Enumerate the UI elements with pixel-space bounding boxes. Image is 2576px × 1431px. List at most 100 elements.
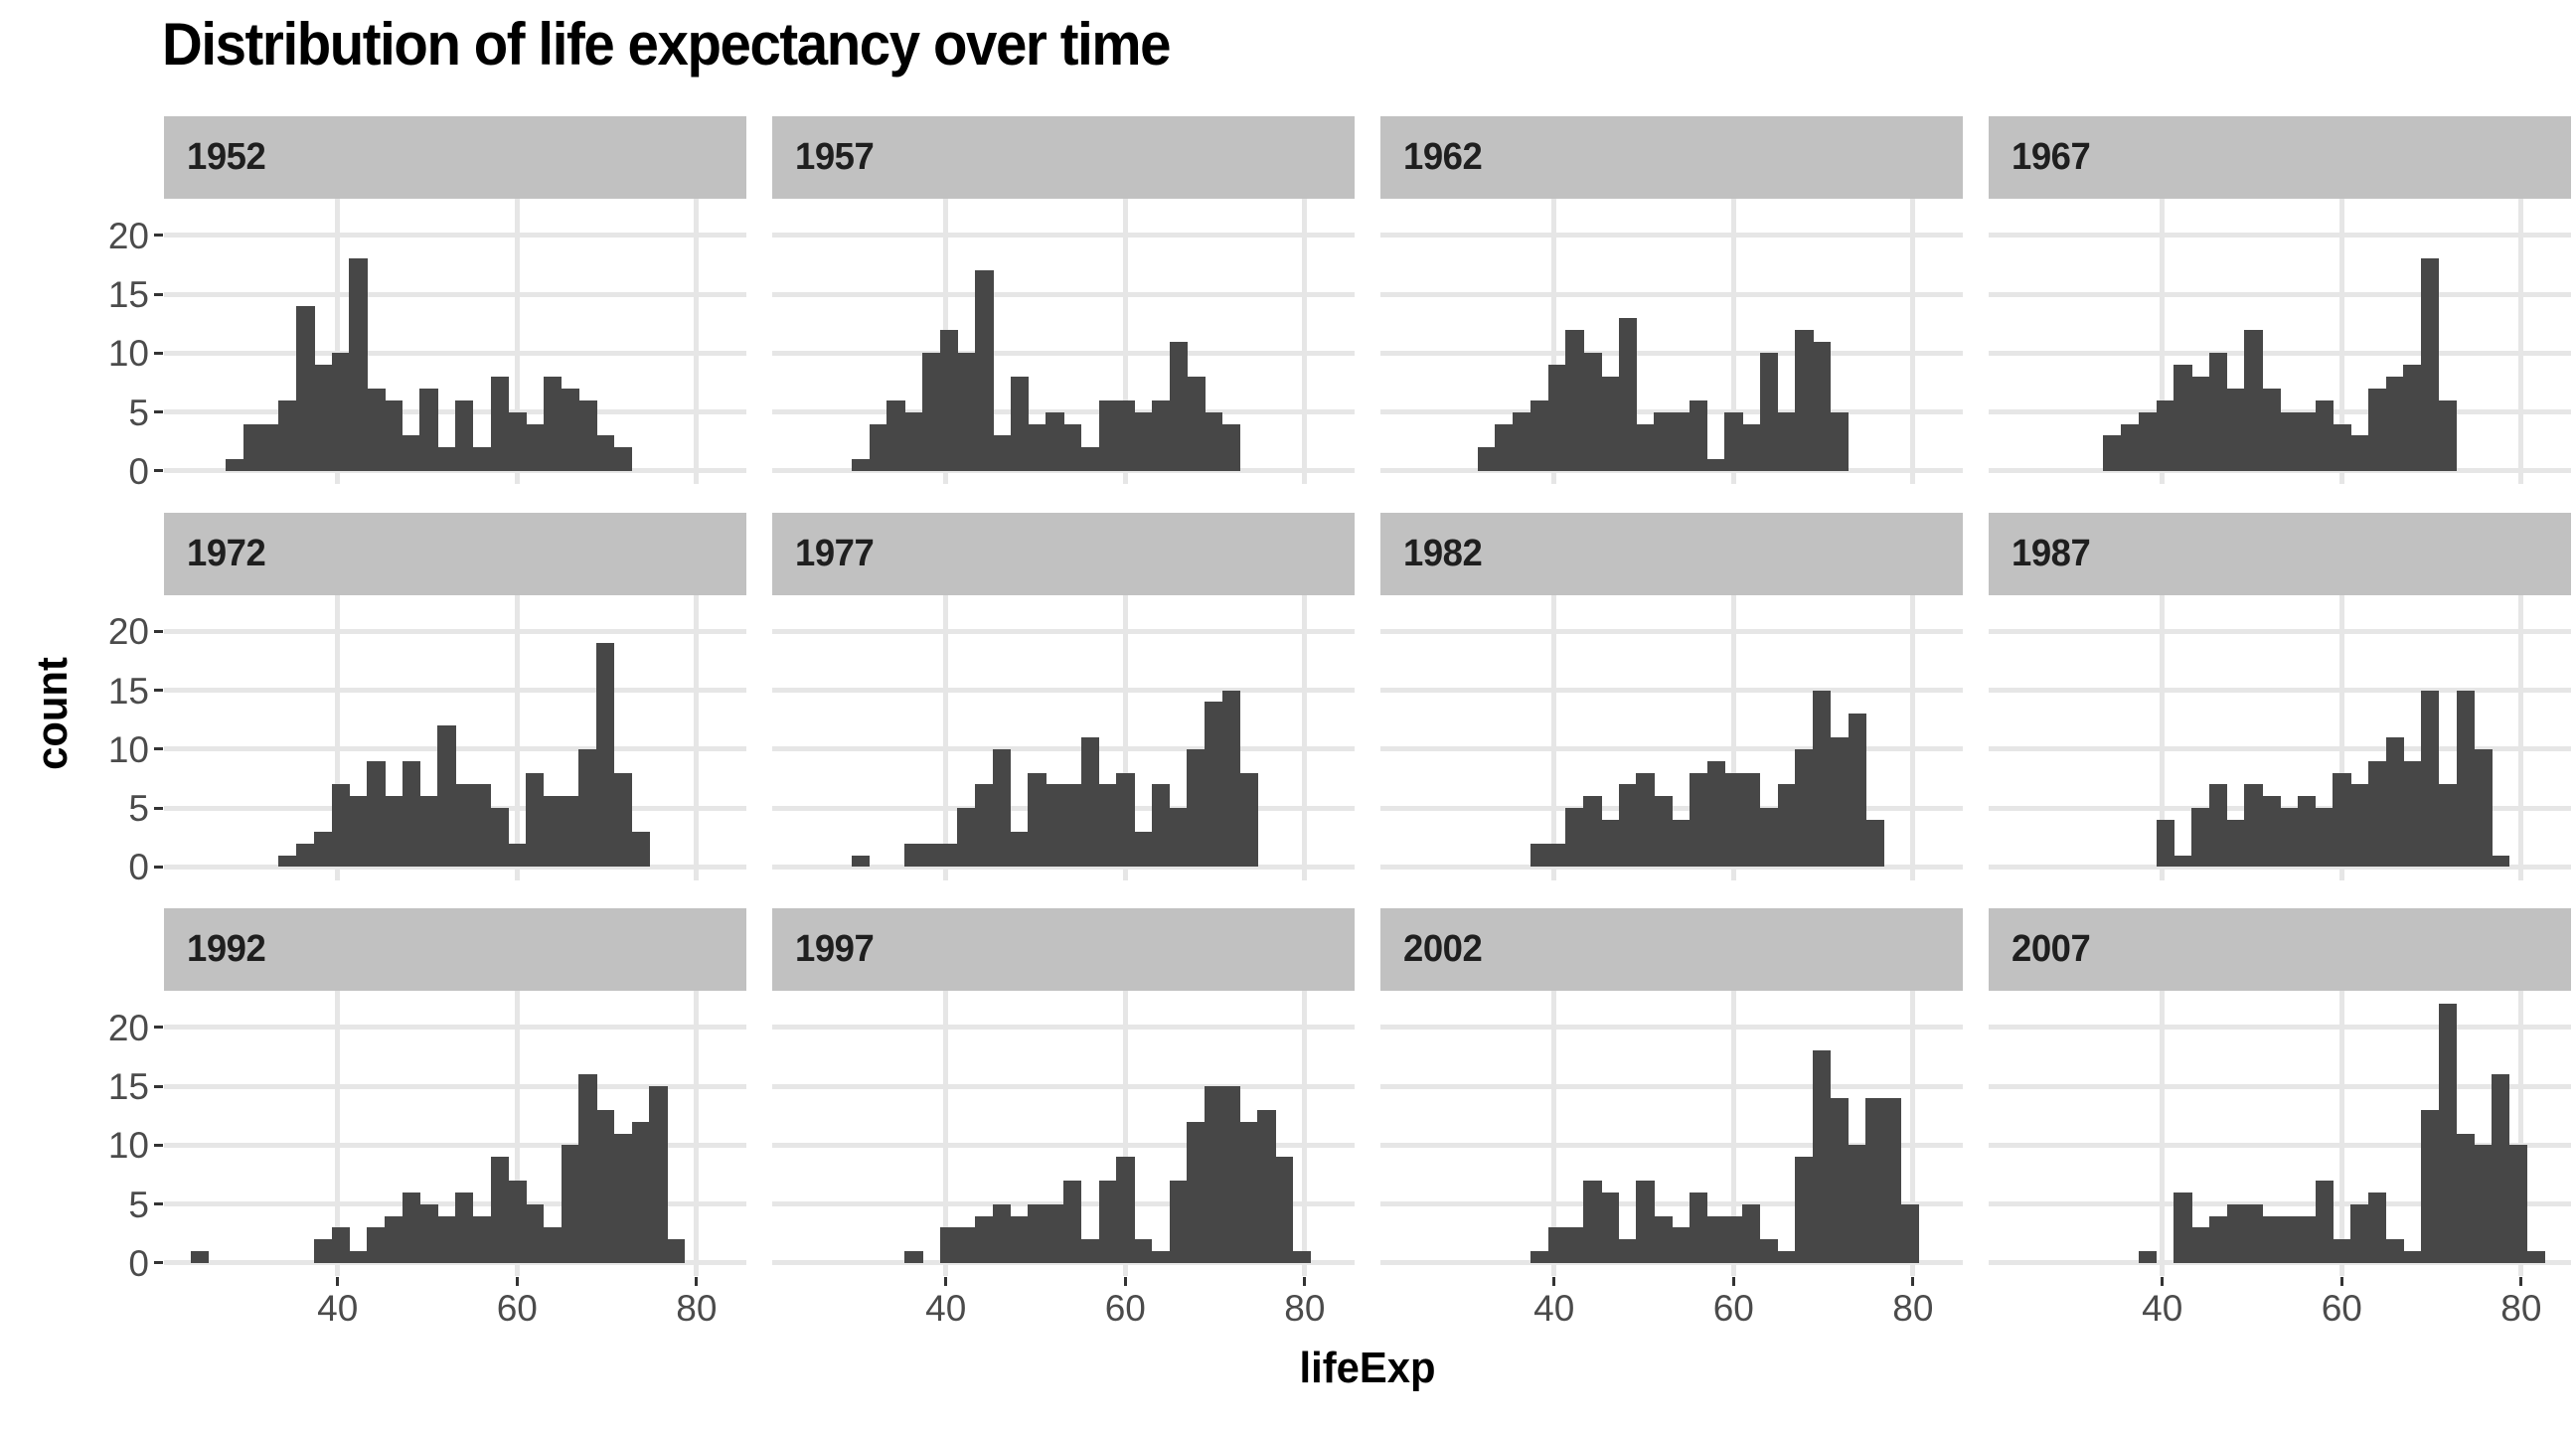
histogram-bar [2333, 1239, 2351, 1263]
gridline-y-10 [1380, 1142, 1963, 1148]
x-tick-label: 80 [1892, 1288, 1934, 1329]
histogram-bar [472, 784, 492, 868]
gridline-x-60 [1122, 199, 1128, 484]
histogram-bar [1151, 399, 1171, 471]
y-tick-label: 0 [128, 450, 149, 492]
gridline-x-40 [335, 991, 341, 1276]
histogram-bar [904, 1251, 923, 1263]
histogram-bar [2492, 855, 2510, 868]
histogram-bar [313, 365, 333, 471]
histogram-bar [1477, 447, 1496, 471]
histogram-bar [2262, 388, 2281, 471]
gridline-x-60 [2338, 991, 2344, 1276]
x-tick-label: 80 [2500, 1288, 2542, 1329]
histogram-bar [349, 258, 368, 471]
histogram-bar [1221, 690, 1241, 868]
histogram-bar [2280, 1215, 2299, 1263]
histogram-bar [596, 435, 615, 471]
gridline-x-60 [1730, 594, 1736, 880]
histogram-bar [1583, 353, 1602, 471]
histogram-bar [278, 855, 297, 868]
x-tick-label: 40 [2142, 1288, 2183, 1329]
gridline-y-10 [164, 1142, 746, 1148]
gridline-x-80 [694, 594, 700, 880]
histogram-bar [1865, 820, 1884, 868]
histogram-bar [1098, 399, 1117, 471]
y-tick-mark [154, 689, 163, 693]
histogram-bar [1565, 808, 1584, 868]
histogram-bar [921, 843, 941, 868]
histogram-bar [1565, 1227, 1584, 1263]
y-tick-label: 10 [107, 1125, 149, 1167]
gridline-x-80 [1910, 991, 1916, 1276]
histogram-bar [2103, 435, 2122, 471]
facet-strip-2007: 2007 [1989, 908, 2571, 991]
gridline-x-60 [2338, 594, 2344, 880]
gridline-y-0 [772, 468, 1355, 474]
histogram-bar [1636, 772, 1655, 868]
x-tick-label: 80 [1284, 1288, 1326, 1329]
y-tick-label: 5 [128, 1184, 149, 1225]
histogram-bar [526, 1203, 545, 1263]
histogram-bar [1795, 1157, 1814, 1263]
gridline-x-80 [2518, 594, 2524, 880]
y-tick-label: 15 [107, 670, 149, 712]
histogram-bar [1547, 843, 1567, 868]
histogram-bar [190, 1251, 209, 1263]
histogram-bar [384, 399, 403, 471]
x-tick-mark [2339, 1277, 2343, 1286]
histogram-bar [2174, 1192, 2192, 1263]
histogram-bar [1239, 1121, 1258, 1263]
histogram-bar [1187, 748, 1206, 868]
histogram-bar [455, 1192, 474, 1263]
gridline-x-40 [335, 199, 341, 484]
gridline-y-10 [772, 746, 1355, 752]
histogram-bar [367, 760, 386, 868]
y-axis-title: count [28, 657, 77, 770]
y-tick-mark [154, 469, 163, 473]
gridline-y-20 [1380, 628, 1963, 634]
histogram-bar [2403, 1251, 2422, 1263]
histogram-bar [384, 796, 403, 868]
histogram-bar [957, 353, 976, 471]
gridline-x-80 [1302, 991, 1308, 1276]
histogram-bar [526, 772, 545, 868]
facet-strip-label: 1967 [2012, 136, 2091, 178]
histogram-bar [455, 784, 474, 868]
histogram-bar [508, 411, 527, 471]
histogram-bar [2474, 748, 2493, 868]
histogram-bar [1046, 784, 1064, 868]
gridline-y-15 [1989, 688, 2571, 694]
histogram-bar [2385, 737, 2404, 868]
facet-panel-1992 [164, 991, 746, 1276]
histogram-bar [939, 843, 959, 868]
gridline-y-0 [164, 864, 746, 870]
histogram-bar [2421, 690, 2440, 868]
facet-strip-1987: 1987 [1989, 512, 2571, 595]
histogram-bar [904, 411, 923, 471]
x-tick-label: 80 [676, 1288, 718, 1329]
gridline-y-20 [1989, 233, 2571, 238]
histogram-bar [975, 784, 994, 868]
y-tick-mark [154, 351, 163, 355]
facet-strip-1982: 1982 [1380, 512, 1963, 595]
histogram-bar [313, 831, 333, 868]
gridline-y-0 [772, 1260, 1355, 1266]
facet-strip-label: 1977 [795, 532, 875, 574]
gridline-y-15 [1989, 1083, 2571, 1089]
facet-strip-1992: 1992 [164, 908, 746, 991]
histogram-bar [402, 760, 421, 868]
gridline-y-0 [1380, 468, 1963, 474]
histogram-bar [1795, 329, 1814, 471]
facet-panel-2007 [1989, 991, 2571, 1276]
histogram-bar [1530, 843, 1549, 868]
histogram-bar [1257, 1109, 1276, 1263]
gridline-x-40 [2160, 594, 2166, 880]
gridline-x-80 [694, 199, 700, 484]
histogram-bar [1583, 796, 1602, 868]
histogram-bar [2438, 1004, 2458, 1263]
histogram-bar [613, 1133, 633, 1263]
histogram-bar [1513, 411, 1531, 471]
gridline-x-40 [1551, 594, 1557, 880]
histogram-bar [1813, 341, 1832, 471]
